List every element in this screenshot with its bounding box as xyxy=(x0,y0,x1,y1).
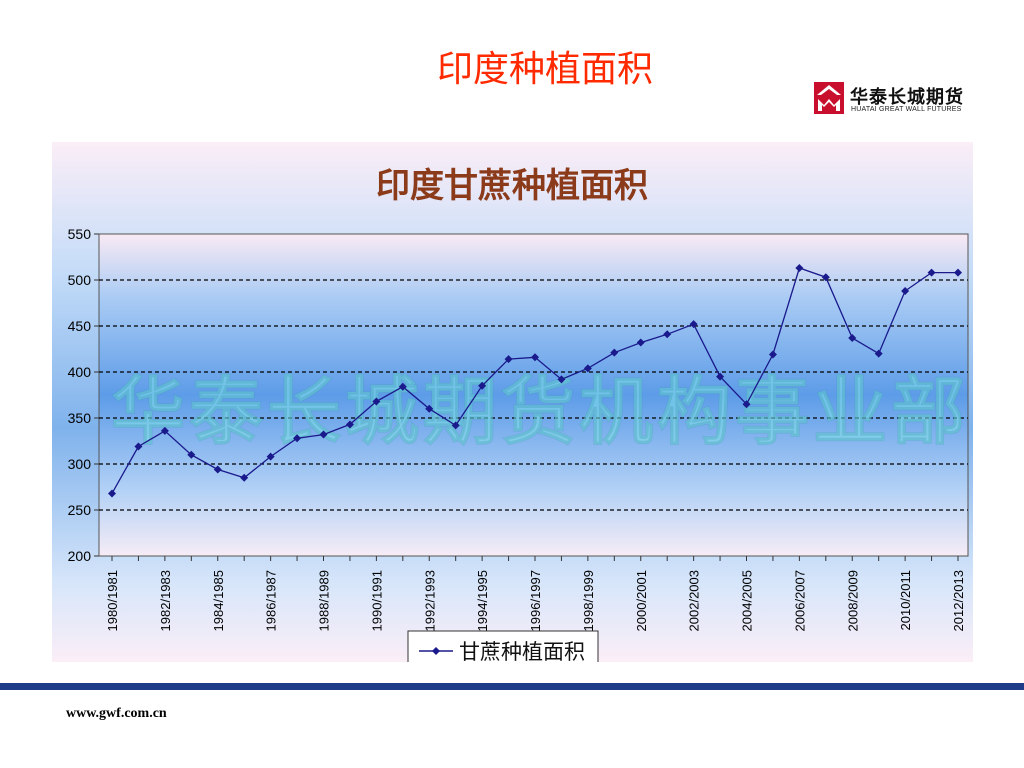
footer-bar xyxy=(0,683,1024,690)
x-tick-label: 1994/1995 xyxy=(475,570,490,631)
x-tick-label: 2010/2011 xyxy=(898,570,913,631)
logo-name-cn: 华泰长城期货 xyxy=(850,87,964,108)
gridlines xyxy=(99,279,968,511)
data-point xyxy=(927,268,936,277)
x-tick-label: 2006/2007 xyxy=(792,570,807,631)
legend: 甘蔗种植面积 xyxy=(407,630,599,664)
legend-box xyxy=(407,630,599,664)
y-tick-label: 250 xyxy=(68,502,92,518)
data-point xyxy=(398,382,407,391)
x-tick-label: 2008/2009 xyxy=(845,570,860,631)
data-point xyxy=(821,273,830,282)
data-point xyxy=(768,350,777,359)
data-point xyxy=(504,355,513,364)
chart: 印度甘蔗种植面积 200 250 300 350 400 450 500 550 1980/1… xyxy=(52,142,973,664)
data-point xyxy=(451,421,460,430)
data-point xyxy=(636,338,645,347)
legend-label: 甘蔗种植面积 xyxy=(459,640,585,662)
slide-title: 印度种植面积 xyxy=(436,49,653,90)
footer-bar-accent xyxy=(0,690,1024,693)
data-point xyxy=(187,450,196,459)
data-point xyxy=(795,264,804,273)
huatai-logo-icon xyxy=(814,82,844,114)
y-tick-label: 500 xyxy=(68,272,92,288)
data-point xyxy=(848,333,857,342)
y-tick-label: 550 xyxy=(68,226,92,242)
x-tick-label: 1992/1993 xyxy=(422,570,437,631)
data-point xyxy=(557,375,566,384)
data-point xyxy=(531,353,539,362)
x-tick-label: 1996/1997 xyxy=(528,570,543,631)
x-axis: 1980/1981 1982/1983 1984/1985 1986/1987 1988… xyxy=(105,556,966,631)
y-axis: 200 250 300 350 400 450 500 550 xyxy=(68,226,99,564)
data-point xyxy=(372,397,381,406)
data-point xyxy=(716,372,725,381)
data-point xyxy=(134,442,143,451)
chart-svg: 印度甘蔗种植面积 200 250 300 350 400 450 500 550 1980/1… xyxy=(52,142,973,664)
plot-area xyxy=(98,233,969,557)
x-tick-label: 1984/1985 xyxy=(211,570,226,631)
y-tick-label: 450 xyxy=(68,318,92,334)
data-point xyxy=(901,287,910,296)
data-point xyxy=(742,400,751,409)
x-tick-label: 1986/1987 xyxy=(264,570,279,631)
x-tick-label: 1990/1991 xyxy=(369,570,384,631)
data-point xyxy=(425,404,434,413)
y-tick-label: 350 xyxy=(68,410,92,426)
data-point xyxy=(478,381,487,390)
data-point xyxy=(663,330,672,339)
y-tick-label: 300 xyxy=(68,456,92,472)
watermark-text: 华泰长城期货机构事业部 xyxy=(111,369,969,455)
data-point xyxy=(240,473,249,482)
data-point xyxy=(108,489,116,498)
data-point xyxy=(160,426,169,435)
series-line xyxy=(108,264,962,498)
data-point xyxy=(213,465,222,474)
data-point xyxy=(610,348,619,357)
x-tick-label: 2012/2013 xyxy=(951,570,966,631)
data-point xyxy=(583,364,592,373)
x-tick-label: 2004/2005 xyxy=(740,570,755,631)
y-tick-label: 200 xyxy=(68,548,92,564)
x-tick-label: 1980/1981 xyxy=(105,570,120,631)
data-point xyxy=(293,434,302,443)
x-tick-label: 1982/1983 xyxy=(158,570,173,631)
x-tick-label: 2000/2001 xyxy=(634,570,649,631)
website-link[interactable]: www.gwf.com.cn xyxy=(66,706,167,721)
data-point xyxy=(266,452,275,461)
logo-name-en: HUATAI GREAT WALL FUTURES xyxy=(851,106,962,113)
data-point xyxy=(319,430,328,439)
legend-marker xyxy=(432,647,440,655)
data-point xyxy=(689,320,698,329)
x-tick-label: 1988/1989 xyxy=(317,570,332,631)
data-point xyxy=(874,349,883,358)
x-tick-label: 1998/1999 xyxy=(581,570,596,631)
data-point xyxy=(345,420,354,429)
company-logo: 华泰长城期货 HUATAI GREAT WALL FUTURES xyxy=(814,80,984,120)
x-tick-label: 2002/2003 xyxy=(687,570,702,631)
y-tick-label: 400 xyxy=(68,364,92,380)
data-point xyxy=(954,268,962,277)
chart-title: 印度甘蔗种植面积 xyxy=(376,166,648,206)
